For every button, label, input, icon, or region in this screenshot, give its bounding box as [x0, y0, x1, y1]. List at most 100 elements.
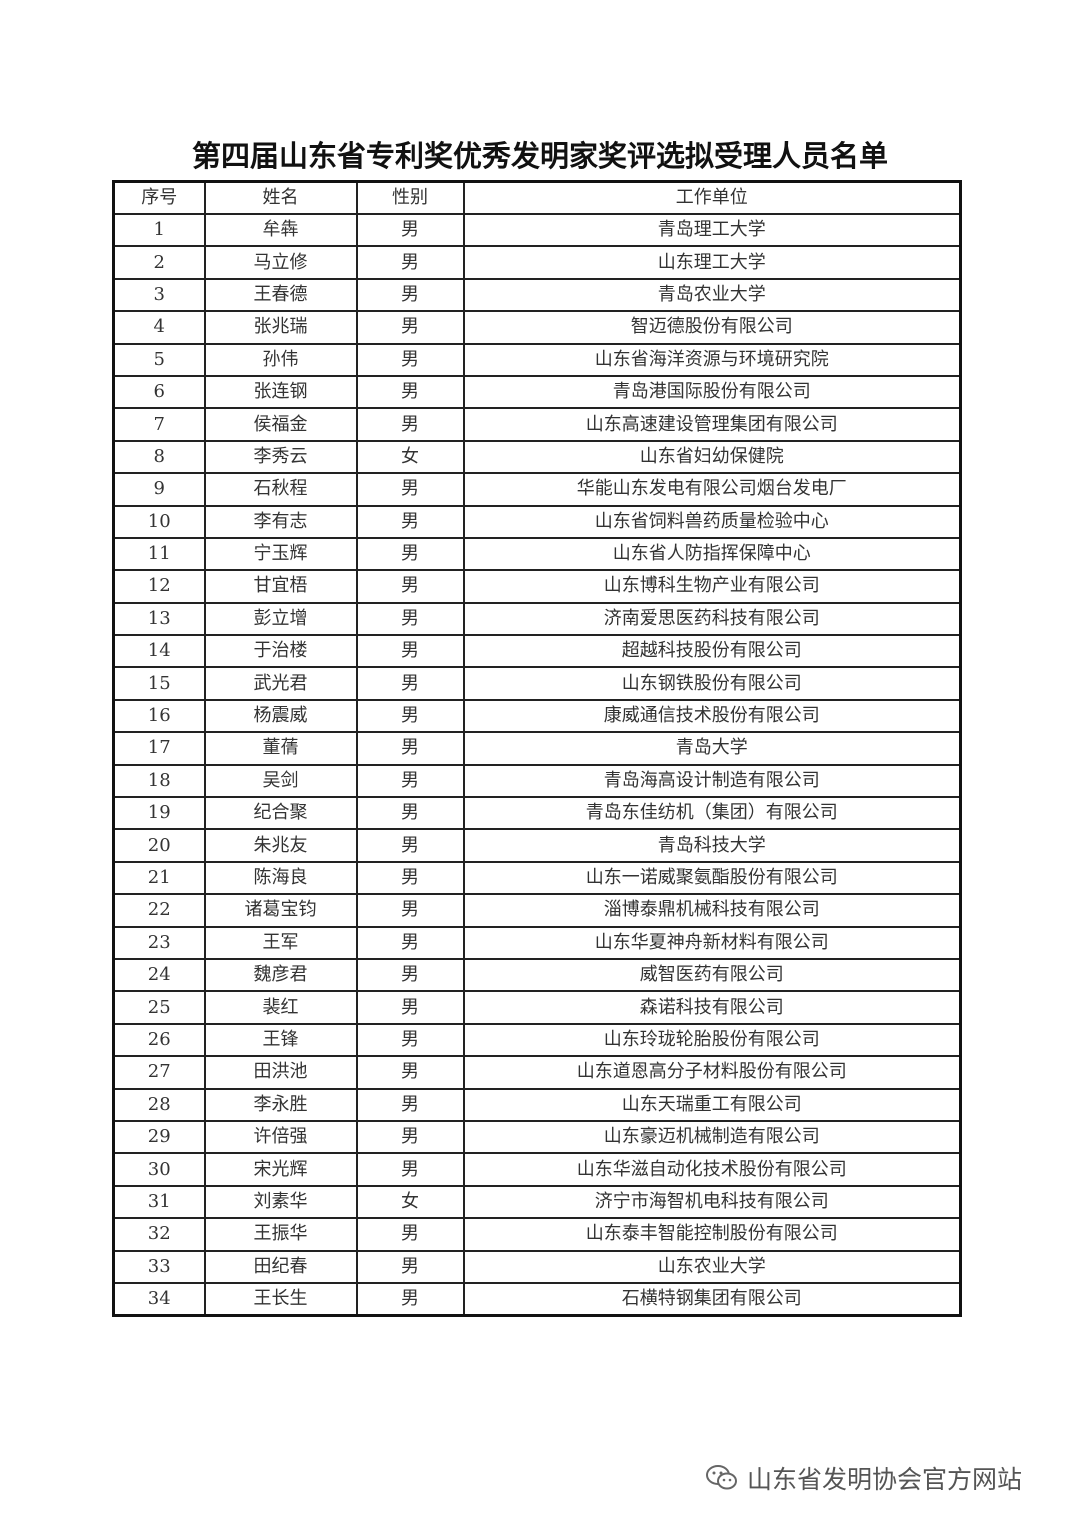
cell-name: 杨震威: [203, 698, 358, 734]
table-row: 7 侯福金男山东高速建设管理集团有限公司: [112, 407, 962, 442]
table-row: 13 彭立增男济南爱思医药科技有限公司: [112, 601, 962, 637]
cell-gender: 男: [355, 860, 465, 896]
table-row: 17 董蒨男青岛大学: [112, 731, 962, 766]
cell-employer: 山东省饲料兽药质量检验中心: [462, 504, 962, 539]
cell-name: 宁玉辉: [203, 536, 358, 572]
cell-name: 王振华: [203, 1217, 358, 1252]
table-row: 28 李永胜男山东天瑞重工有限公司: [112, 1087, 962, 1122]
cell-index: 13: [112, 601, 206, 637]
nominee-table: 序号 姓名 性别 工作单位 1 牟犇男青岛理工大学 2 马立修男山东理工大学 3 王春德男…: [112, 180, 962, 1318]
cell-index: 22: [112, 893, 206, 928]
wechat-icon: [706, 1465, 737, 1490]
table-header-row: 序号 姓名 性别 工作单位: [112, 180, 962, 215]
table-row: 25 裴红男森诺科技有限公司: [112, 990, 962, 1025]
cell-index: 25: [112, 990, 206, 1025]
document-title: 第四届山东省专利奖优秀发明家奖评选拟受理人员名单: [191, 139, 888, 173]
table-row: 1 牟犇男青岛理工大学: [112, 212, 962, 248]
table-row: 20 朱兆友男青岛科技大学: [112, 828, 962, 863]
table-row: 33 田纪春男山东农业大学: [112, 1249, 962, 1284]
cell-gender: 女: [355, 439, 465, 475]
table-row: 29 许倍强男山东豪迈机械制造有限公司: [112, 1119, 962, 1155]
watermark-text: 山东省发明协会官方网站: [747, 1465, 1023, 1494]
cell-name: 田纪春: [203, 1249, 358, 1284]
cell-name: 石秋程: [203, 472, 358, 507]
cell-employer: 青岛科技大学: [462, 828, 962, 863]
table-row: 32 王振华男山东泰丰智能控制股份有限公司: [112, 1217, 962, 1252]
cell-employer: 山东华夏神舟新材料有限公司: [462, 925, 962, 960]
cell-gender: 男: [355, 536, 465, 572]
cell-gender: 男: [355, 731, 465, 766]
table-row: 24 魏彦君男威智医药有限公司: [112, 957, 962, 993]
cell-gender: 男: [355, 893, 465, 928]
cell-employer: 山东华滋自动化技术股份有限公司: [462, 1152, 962, 1187]
cell-employer: 淄博泰鼎机械科技有限公司: [462, 893, 962, 928]
cell-employer: 康威通信技术股份有限公司: [462, 698, 962, 734]
cell-index: 14: [112, 634, 206, 669]
cell-gender: 男: [355, 698, 465, 734]
cell-index: 28: [112, 1087, 206, 1122]
cell-employer: 山东道恩高分子材料股份有限公司: [462, 1055, 962, 1090]
table-row: 4 张兆瑞男智迈德股份有限公司: [112, 310, 962, 345]
cell-name: 朱兆友: [203, 828, 358, 863]
cell-employer: 石横特钢集团有限公司: [462, 1281, 962, 1317]
cell-gender: 男: [355, 1087, 465, 1122]
cell-index: 15: [112, 666, 206, 701]
cell-gender: 男: [355, 342, 465, 377]
table-row: 10 李有志男山东省饲料兽药质量检验中心: [112, 504, 962, 539]
cell-employer: 山东天瑞重工有限公司: [462, 1087, 962, 1122]
table-row: 30 宋光辉男山东华滋自动化技术股份有限公司: [112, 1152, 962, 1187]
cell-name: 王春德: [203, 277, 358, 313]
cell-gender: 男: [355, 1281, 465, 1317]
table-row: 19 纪合聚男青岛东佳纺机（集团）有限公司: [112, 796, 962, 831]
cell-employer: 山东省妇幼保健院: [462, 439, 962, 475]
cell-employer: 青岛大学: [462, 731, 962, 766]
header-index: 序号: [112, 180, 206, 215]
cell-index: 10: [112, 504, 206, 539]
cell-employer: 华能山东发电有限公司烟台发电厂: [462, 472, 962, 507]
cell-employer: 森诺科技有限公司: [462, 990, 962, 1025]
cell-name: 宋光辉: [203, 1152, 358, 1187]
cell-gender: 男: [355, 1249, 465, 1284]
table-row: 34 王长生男石横特钢集团有限公司: [112, 1281, 962, 1317]
table-row: 12 甘宜梧男山东博科生物产业有限公司: [112, 569, 962, 604]
cell-gender: 男: [355, 1152, 465, 1187]
cell-gender: 男: [355, 601, 465, 637]
cell-employer: 青岛农业大学: [462, 277, 962, 313]
cell-employer: 山东钢铁股份有限公司: [462, 666, 962, 701]
cell-gender: 男: [355, 1217, 465, 1252]
cell-gender: 男: [355, 569, 465, 604]
cell-name: 李永胜: [203, 1087, 358, 1122]
table-row: 15 武光君男山东钢铁股份有限公司: [112, 666, 962, 701]
header-gender: 性别: [355, 180, 465, 215]
cell-gender: 男: [355, 796, 465, 831]
cell-name: 侯福金: [203, 407, 358, 442]
cell-index: 9: [112, 472, 206, 507]
cell-gender: 男: [355, 1119, 465, 1155]
cell-employer: 青岛港国际股份有限公司: [462, 374, 962, 410]
cell-index: 31: [112, 1184, 206, 1220]
cell-name: 马立修: [203, 245, 358, 280]
cell-gender: 男: [355, 374, 465, 410]
table-row: 8 李秀云女山东省妇幼保健院: [112, 439, 962, 475]
cell-name: 李有志: [203, 504, 358, 539]
cell-name: 陈海良: [203, 860, 358, 896]
cell-gender: 男: [355, 245, 465, 280]
cell-gender: 男: [355, 957, 465, 993]
cell-name: 魏彦君: [203, 957, 358, 993]
cell-index: 11: [112, 536, 206, 572]
cell-index: 33: [112, 1249, 206, 1284]
cell-employer: 山东博科生物产业有限公司: [462, 569, 962, 604]
cell-index: 18: [112, 763, 206, 799]
cell-employer: 山东高速建设管理集团有限公司: [462, 407, 962, 442]
cell-index: 23: [112, 925, 206, 960]
cell-index: 4: [112, 310, 206, 345]
cell-index: 17: [112, 731, 206, 766]
watermark: 山东省发明协会官方网站: [705, 1460, 1022, 1496]
cell-name: 田洪池: [203, 1055, 358, 1090]
cell-name: 董蒨: [203, 731, 358, 766]
table-row: 5 孙伟男山东省海洋资源与环境研究院: [112, 342, 962, 377]
table-row: 23 王军男山东华夏神舟新材料有限公司: [112, 925, 962, 960]
cell-name: 武光君: [203, 666, 358, 701]
cell-index: 8: [112, 439, 206, 475]
cell-gender: 男: [355, 212, 465, 248]
